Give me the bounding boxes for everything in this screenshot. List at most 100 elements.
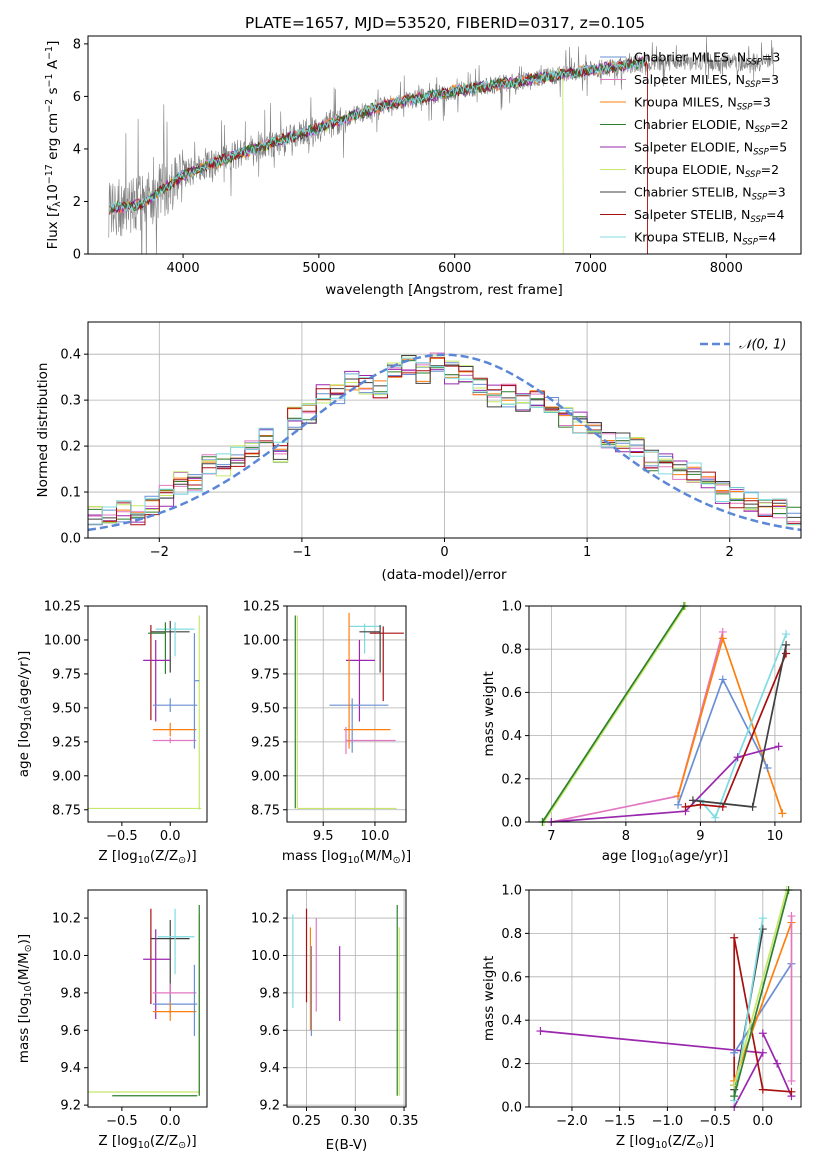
legend-label-part: =3 xyxy=(761,72,779,87)
legend-label-part: SSP xyxy=(745,170,761,180)
age-vs-mass-panel: 9.5 10.0 8.75 9.00 9.25 9.50 9.75 10.00 10.25 mas… xyxy=(243,600,411,867)
x-tick-label: −1.0 xyxy=(652,1114,684,1129)
model-spectrum-line-kroupa-stelib xyxy=(109,58,645,212)
y-tick-label: 0.1 xyxy=(60,486,81,501)
weight-marker-salpeter-elodie xyxy=(773,1059,782,1068)
model-spectrum-line-chabrier-miles xyxy=(109,57,645,214)
x-axis-label-part: )] xyxy=(401,848,412,864)
y-tick-label: 10.0 xyxy=(52,949,81,964)
legend-label: Salpeter ELODIE, NSSP=5 xyxy=(634,140,787,158)
weight-marker-chabrier-stelib xyxy=(782,640,791,649)
y-tick-label: 0.2 xyxy=(501,1057,522,1072)
x-tick-label: 0.35 xyxy=(390,1114,419,1129)
legend-label-part: =3 xyxy=(762,50,780,65)
weight-marker-chabrier-stelib xyxy=(688,796,697,805)
y-axis-label-part: −1 xyxy=(44,46,55,60)
y-tick-label: 9.75 xyxy=(52,667,81,682)
y-tick-label: 0.3 xyxy=(60,394,81,409)
x-tick-label: 0.25 xyxy=(292,1114,321,1129)
axes-frame xyxy=(87,889,208,1108)
spectrum-panel: 4000 5000 6000 7000 8000 0 2 4 6 8 Chabrier MILES,… xyxy=(44,35,802,298)
x-tick-label: −0.5 xyxy=(699,1114,731,1129)
x-tick-label: 8000 xyxy=(710,261,743,276)
x-tick-label: 0 xyxy=(440,545,448,560)
y-tick-label: 9.50 xyxy=(251,701,280,716)
x-axis-label: (data-model)/error xyxy=(381,567,507,583)
x-axis-label-part: 10 xyxy=(657,855,669,866)
weight-marker-chabrier-miles xyxy=(763,764,772,772)
x-tick-label: 8 xyxy=(622,829,630,844)
x-axis-label-part: 10 xyxy=(347,855,359,866)
weight-line-kroupa-elodie xyxy=(543,606,687,822)
y-tick-label: 1.0 xyxy=(501,600,522,615)
x-tick-label: 7 xyxy=(547,829,555,844)
x-axis-label-part: )] xyxy=(186,1133,197,1149)
x-axis-label-part: )] xyxy=(704,1133,715,1149)
weight-marker-kroupa-stelib xyxy=(758,914,767,923)
y-tick-label: 8.75 xyxy=(251,803,280,818)
model-spectrum-line-kroupa-elodie xyxy=(109,68,564,254)
y-tick-label: 0.0 xyxy=(501,1101,522,1116)
y-tick-label: 0.0 xyxy=(501,816,522,831)
y-axis-label-part: A xyxy=(45,59,61,73)
y-axis-label: mass weight xyxy=(481,956,497,1041)
y-tick-label: 8 xyxy=(73,37,81,52)
weight-marker-kroupa-miles xyxy=(718,634,727,643)
x-tick-label: −1.5 xyxy=(604,1114,636,1129)
y-tick-label: 0.4 xyxy=(501,729,522,744)
x-axis-label-part: Z [log xyxy=(616,1133,655,1149)
weight-marker-salpeter-stelib xyxy=(758,1085,767,1094)
legend-label-part: SSP xyxy=(746,58,762,68)
weight-line-chabrier-elodie xyxy=(541,606,685,822)
legend-label-part: =3 xyxy=(752,95,770,110)
legend-label: Salpeter STELIB, NSSP=4 xyxy=(634,207,784,225)
y-tick-label: 0.4 xyxy=(501,1014,522,1029)
y-tick-label: 9.4 xyxy=(60,1061,81,1076)
axes-frame xyxy=(528,605,802,823)
y-axis-label: mass [log10(M/M⊙)] xyxy=(16,934,34,1063)
y-axis-label: Normed distribution xyxy=(35,363,51,498)
y-tick-label: 10.00 xyxy=(44,633,81,648)
x-tick-label: 0.0 xyxy=(752,1114,773,1129)
legend-label-part: SSP xyxy=(742,238,758,248)
legend-label-part: SSP xyxy=(753,148,769,158)
legend-label-part: SSP xyxy=(745,80,761,90)
y-tick-label: 4 xyxy=(73,142,81,157)
y-axis-label-part: −1 xyxy=(44,73,55,87)
y-axis-label-part: λ xyxy=(52,201,63,207)
x-axis-label-part: ⊙ xyxy=(393,855,401,866)
legend-label-part: Salpeter STELIB, N xyxy=(634,207,750,222)
age-vs-metallicity-panel: −0.5 0.0 8.75 9.00 9.25 9.50 9.75 10.00 10.25 Z [… xyxy=(16,600,208,866)
axes-frame xyxy=(286,889,407,1108)
y-axis-label-part: −17 xyxy=(44,164,55,184)
y-tick-label: 9.8 xyxy=(60,986,81,1001)
x-tick-label: −2.0 xyxy=(556,1114,588,1129)
x-axis-label-part: 10 xyxy=(138,855,150,866)
residuals-panel: −2 −1 0 1 2 0.0 0.1 0.2 0.3 0.4 𝒩(0, 1) (data-model… xyxy=(35,321,802,583)
y-tick-label: 9.4 xyxy=(259,1061,280,1076)
axes-frame xyxy=(528,889,802,1108)
y-tick-label: 0.8 xyxy=(501,643,522,658)
y-axis-label-part: s xyxy=(45,87,61,98)
weight-line-salpeter-elodie xyxy=(551,745,779,822)
y-axis-label: mass weight xyxy=(481,671,497,756)
x-axis-label-part: (age/yr)] xyxy=(669,848,728,864)
weight-line-kroupa-miles xyxy=(733,922,793,1082)
y-tick-label: 9.00 xyxy=(251,769,280,784)
y-axis-label: age [log10(age/yr)] xyxy=(16,651,34,777)
y-axis-label: Flux [fλ10−17 erg cm−2 s−1 A−1] xyxy=(44,41,63,250)
legend-label-part: SSP xyxy=(737,103,753,113)
weight-line-chabrier-miles xyxy=(677,677,769,805)
x-axis-label-part: )] xyxy=(186,848,197,864)
model-spectrum-line-chabrier-stelib xyxy=(109,57,645,213)
x-tick-label: 9 xyxy=(696,829,704,844)
y-tick-label: 0.2 xyxy=(501,772,522,787)
legend-label-part: Chabrier ELODIE, N xyxy=(634,117,754,132)
y-tick-label: 0.6 xyxy=(501,686,522,701)
x-axis-label-part: mass [log xyxy=(282,848,348,864)
x-tick-label: 10 xyxy=(767,829,784,844)
x-tick-label: 4000 xyxy=(167,261,200,276)
weight-marker-salpeter-elodie xyxy=(758,1029,767,1038)
y-tick-label: 9.25 xyxy=(251,735,280,750)
